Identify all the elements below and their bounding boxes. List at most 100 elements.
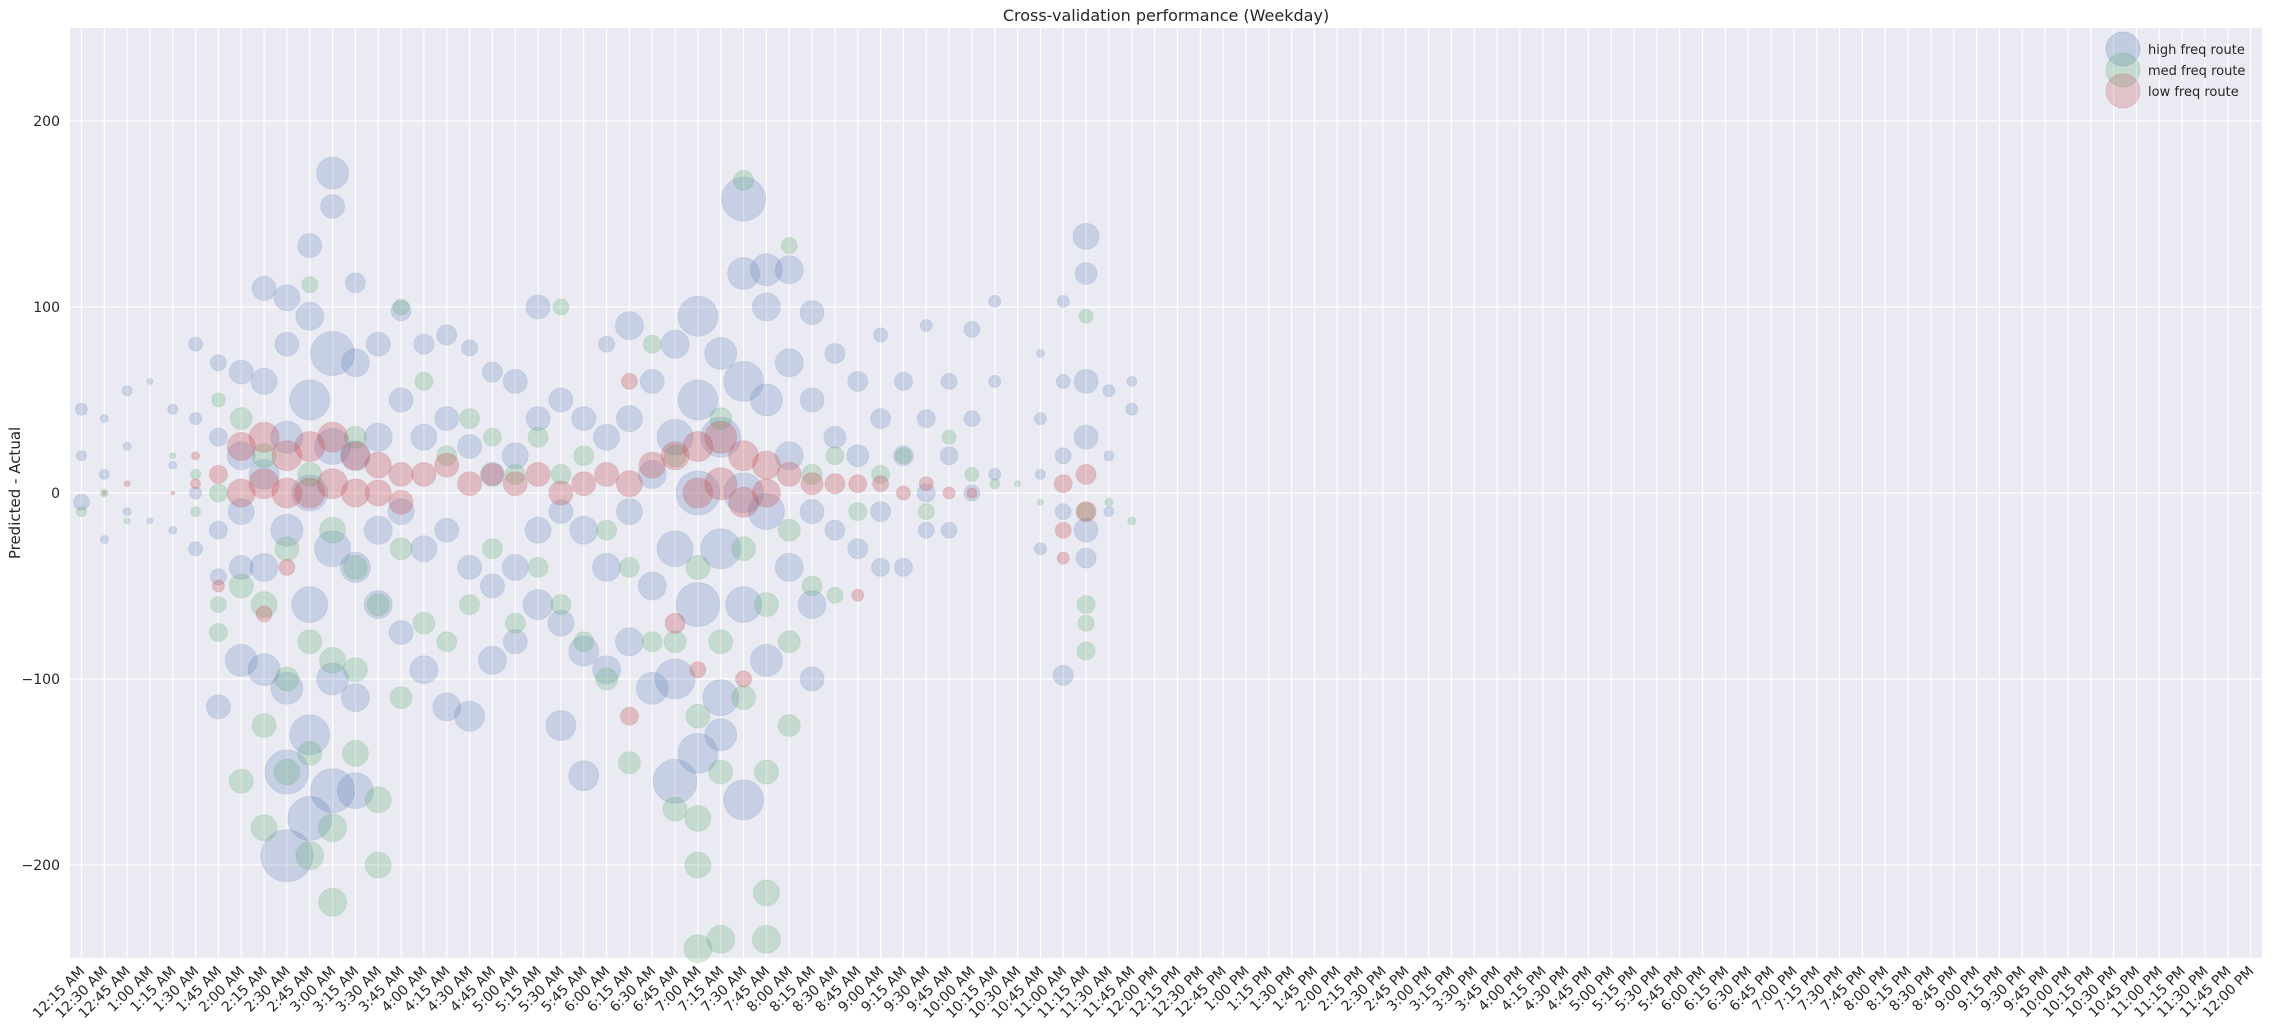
data-point (892, 445, 914, 467)
data-point (988, 294, 1002, 308)
data-point (504, 612, 526, 634)
data-point (190, 506, 202, 518)
data-point (481, 538, 503, 560)
data-point (847, 538, 869, 560)
data-point (654, 658, 696, 700)
data-point (825, 446, 845, 466)
data-point (169, 452, 177, 460)
data-point (702, 679, 740, 717)
data-point (1053, 474, 1073, 494)
data-point (1054, 503, 1072, 521)
data-point (310, 768, 356, 814)
data-point (297, 233, 323, 259)
data-point (363, 515, 393, 545)
data-point (318, 887, 348, 917)
data-point (989, 478, 1001, 490)
data-point (749, 383, 783, 417)
data-point (1076, 502, 1096, 522)
data-point (251, 713, 277, 738)
data-point (682, 477, 714, 509)
data-point (751, 450, 781, 480)
data-point (1033, 542, 1047, 556)
data-point (988, 467, 1002, 481)
data-point (264, 749, 310, 795)
data-point (317, 468, 349, 500)
data-point (824, 343, 846, 364)
data-point (205, 694, 231, 720)
data-point (228, 554, 254, 580)
data-point (101, 490, 107, 496)
data-point (250, 367, 278, 395)
legend-marker (2105, 73, 2141, 109)
data-point (314, 428, 352, 465)
data-point (294, 477, 326, 509)
data-point (893, 371, 913, 391)
data-point (146, 377, 154, 385)
data-point (684, 805, 712, 832)
data-point (1125, 402, 1139, 416)
data-point (122, 507, 132, 517)
data-point (851, 588, 865, 602)
data-point (642, 334, 662, 354)
data-point (689, 661, 707, 679)
data-point (1075, 501, 1097, 523)
data-point (723, 360, 765, 402)
data-point (390, 300, 412, 322)
data-point (364, 479, 392, 507)
data-point (410, 423, 438, 451)
data-point (294, 431, 326, 462)
data-point (552, 298, 570, 316)
data-point (121, 385, 133, 397)
data-point (1052, 664, 1074, 686)
data-point (287, 796, 333, 841)
data-point (224, 643, 258, 677)
data-point (1014, 480, 1022, 488)
data-point (226, 478, 256, 508)
data-point (226, 432, 256, 461)
data-point (571, 406, 597, 432)
data-point (918, 476, 934, 492)
grid-lines (70, 28, 2262, 958)
data-point (525, 294, 551, 320)
data-point (747, 493, 785, 531)
data-point (319, 516, 347, 544)
data-point (919, 319, 933, 333)
data-point (723, 779, 765, 821)
data-point (247, 653, 281, 687)
legend-label: high freq route (2148, 43, 2245, 58)
data-point (660, 441, 690, 471)
data-point (482, 427, 502, 447)
data-point (873, 327, 889, 343)
data-point (777, 518, 801, 542)
data-point (723, 472, 765, 514)
data-point (753, 592, 779, 618)
data-point (167, 403, 179, 415)
data-point (318, 813, 348, 843)
y-axis-label: Predicted - Actual (6, 427, 24, 559)
data-point (638, 451, 666, 479)
data-point (454, 700, 486, 732)
y-tick-label: 0 (51, 486, 60, 502)
data-point (1054, 521, 1072, 539)
data-point (502, 629, 528, 655)
data-point (1077, 614, 1095, 632)
data-point (801, 575, 823, 597)
data-point (1104, 497, 1114, 507)
data-point (274, 666, 300, 692)
data-point (389, 686, 413, 710)
data-point (414, 371, 434, 391)
data-point (1127, 516, 1137, 526)
data-point (641, 631, 663, 653)
y-tick-label: −100 (22, 672, 60, 688)
data-point (826, 586, 844, 604)
data-point (823, 425, 847, 449)
data-point (122, 442, 132, 451)
data-point (550, 594, 572, 616)
data-point (270, 420, 304, 454)
data-point (799, 300, 825, 326)
data-point (704, 467, 738, 501)
data-point (1102, 384, 1116, 398)
data-point (731, 685, 757, 711)
data-point (799, 666, 825, 692)
data-point (75, 506, 87, 518)
